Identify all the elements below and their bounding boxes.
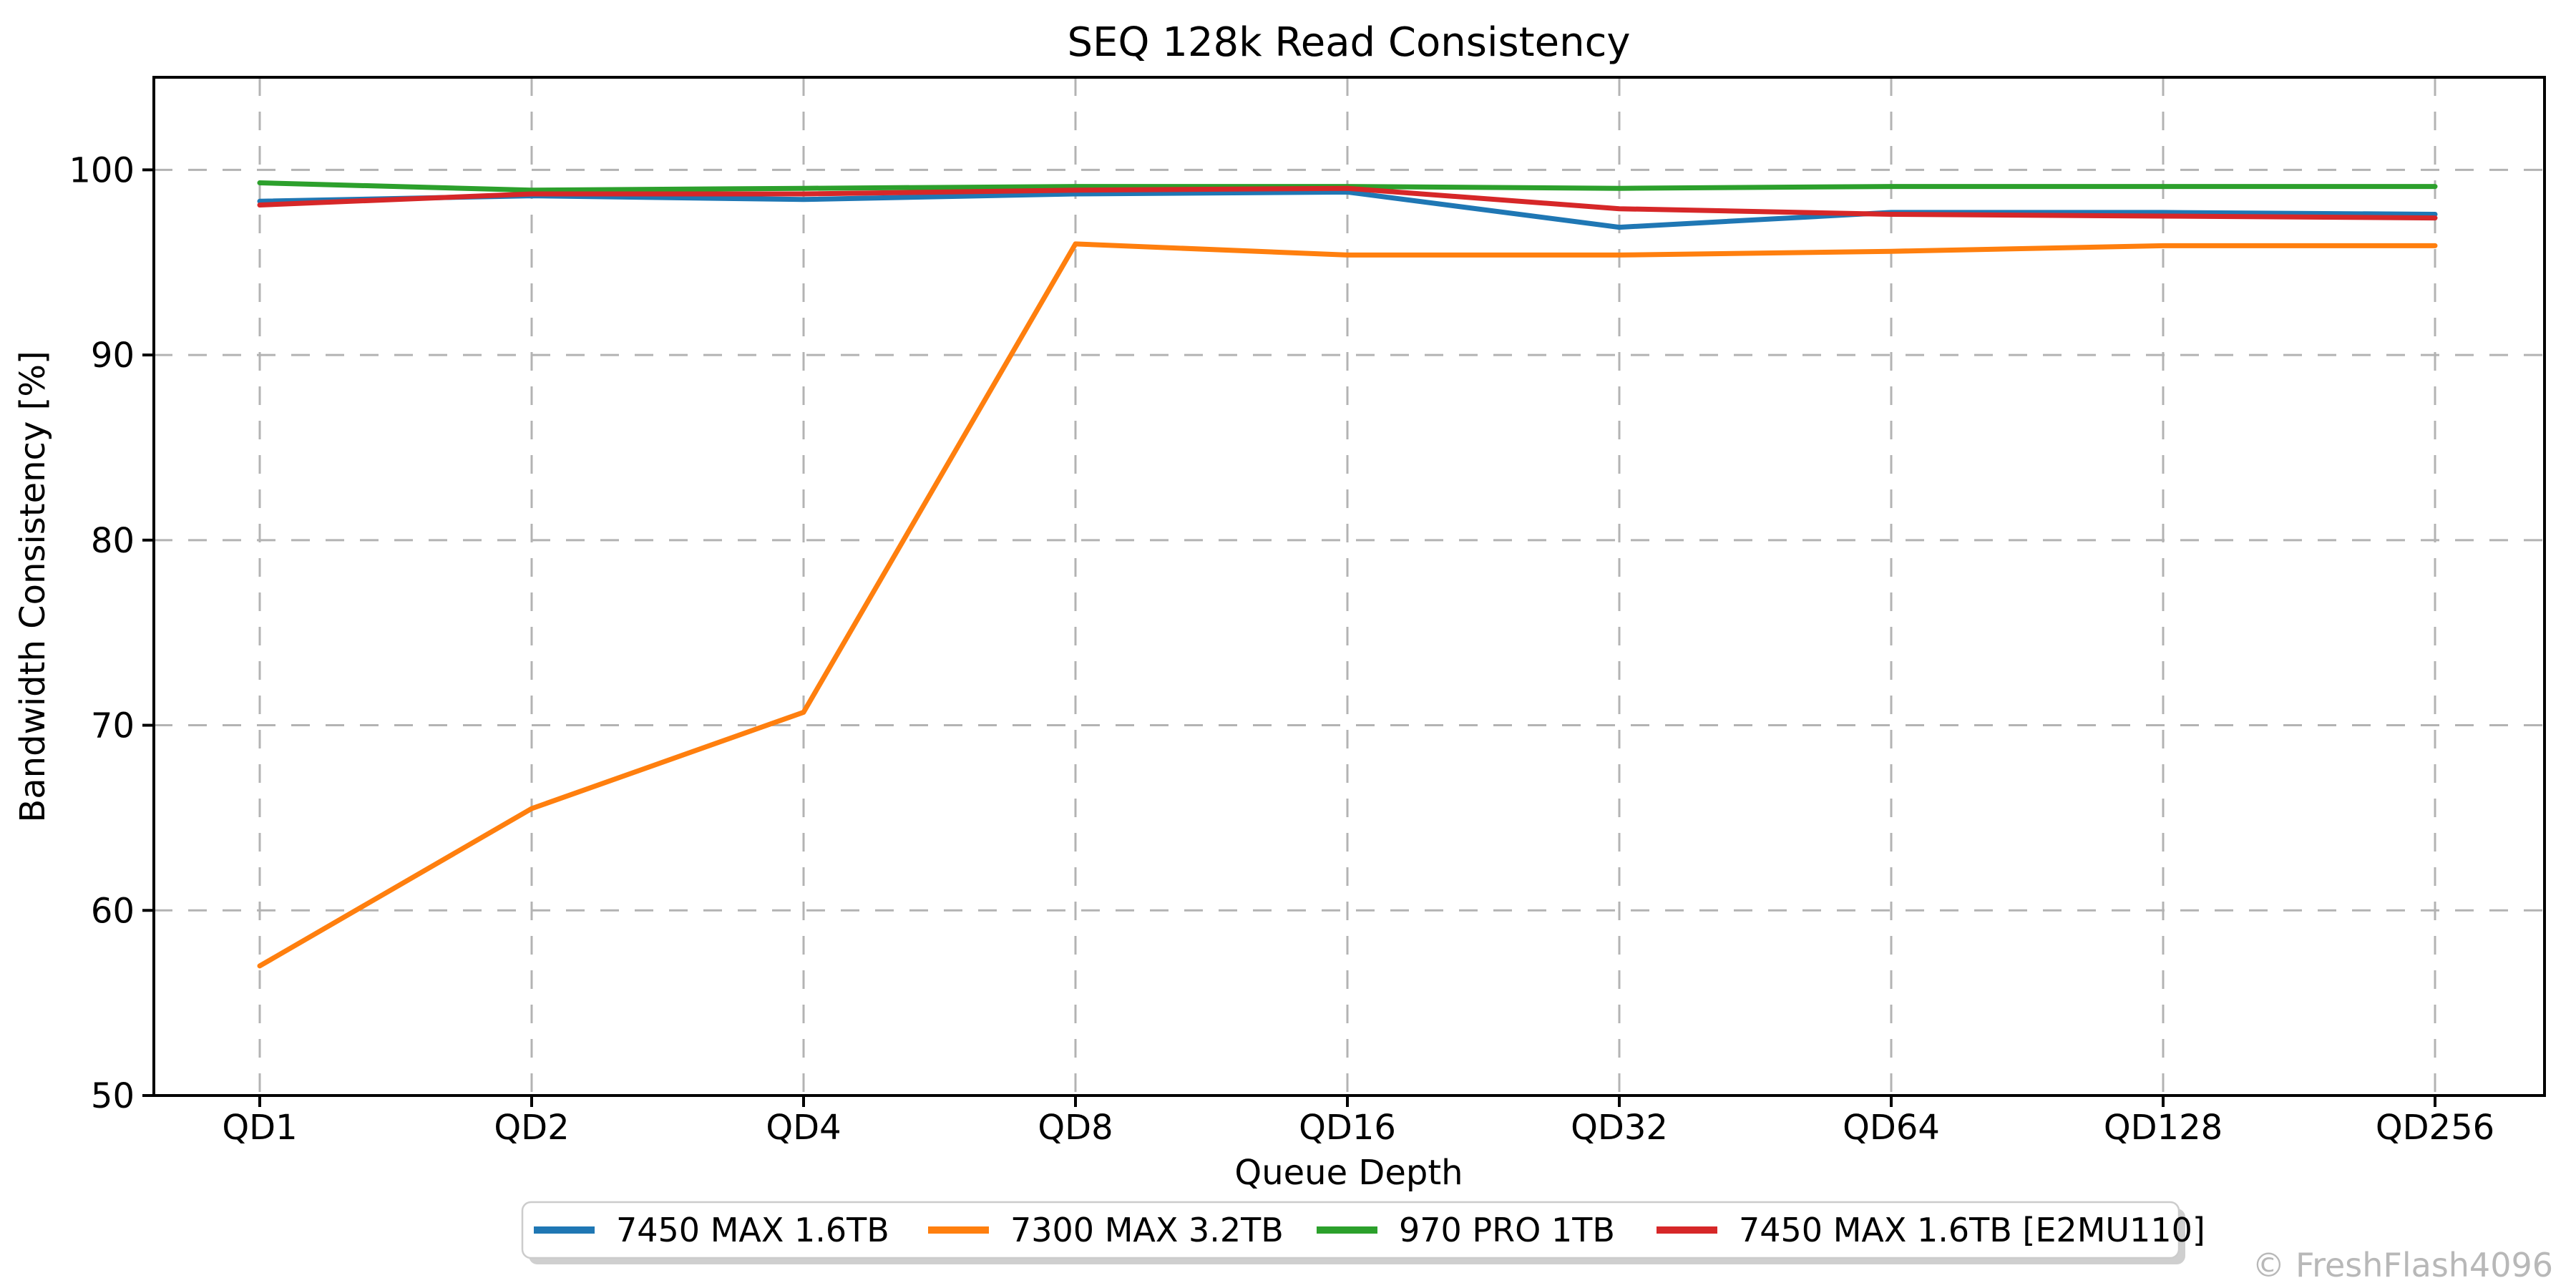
tick-layer [142, 168, 2436, 1107]
x-tick-label: QD256 [2376, 1108, 2494, 1148]
y-tick-label: 70 [91, 706, 135, 746]
tick-label-layer: 50 60 70 80 90 100 QD1 QD2 QD4 QD8 QD16 QD32 QD64 QD1… [69, 150, 2494, 1148]
y-tick-label: 80 [91, 521, 135, 561]
legend-label: 970 PRO 1TB [1399, 1211, 1615, 1249]
y-tick-label: 100 [69, 150, 135, 190]
x-tick-label: QD2 [494, 1108, 569, 1148]
x-tick-label: QD8 [1038, 1108, 1113, 1148]
legend-label: 7300 MAX 3.2TB [1010, 1211, 1284, 1249]
x-tick-label: QD128 [2104, 1108, 2223, 1148]
series-layer [257, 180, 2438, 969]
y-tick-label: 60 [91, 891, 135, 931]
legend: 7450 MAX 1.6TB 7300 MAX 3.2TB 970 PRO 1TB 7… [521, 1201, 2205, 1264]
x-axis-label: Queue Depth [1234, 1153, 1463, 1193]
legend-item: 7450 MAX 1.6TB [534, 1211, 889, 1249]
plot-frame [152, 76, 2546, 1097]
x-tick-label: QD64 [1843, 1108, 1940, 1148]
legend-label: 7450 MAX 1.6TB [616, 1211, 889, 1249]
x-tick-label: QD32 [1571, 1108, 1668, 1148]
y-tick-label: 90 [91, 336, 135, 376]
series-line-7300-max-3-2tb [257, 241, 2438, 969]
legend-item: 7450 MAX 1.6TB [E2MU110] [1657, 1211, 2205, 1249]
series-line-7450-max-1-6tb [257, 189, 2438, 230]
y-tick-label: 50 [91, 1076, 135, 1116]
chart-title: SEQ 128k Read Consistency [1067, 19, 1630, 66]
y-axis-label: Bandwidth Consistency [%] [13, 351, 53, 822]
grid-layer [154, 77, 2545, 1097]
series-line-7450-max-1-6tb-e2mu110- [257, 185, 2438, 221]
legend-label: 7450 MAX 1.6TB [E2MU110] [1739, 1211, 2205, 1249]
legend-items: 7450 MAX 1.6TB 7300 MAX 3.2TB 970 PRO 1TB 7… [534, 1211, 2205, 1249]
x-tick-label: QD1 [222, 1108, 297, 1148]
legend-item: 7300 MAX 3.2TB [928, 1211, 1284, 1249]
watermark: © FreshFlash4096 [2252, 1246, 2553, 1284]
legend-item: 970 PRO 1TB [1317, 1211, 1615, 1249]
x-tick-label: QD4 [766, 1108, 841, 1148]
x-tick-label: QD16 [1299, 1108, 1396, 1148]
